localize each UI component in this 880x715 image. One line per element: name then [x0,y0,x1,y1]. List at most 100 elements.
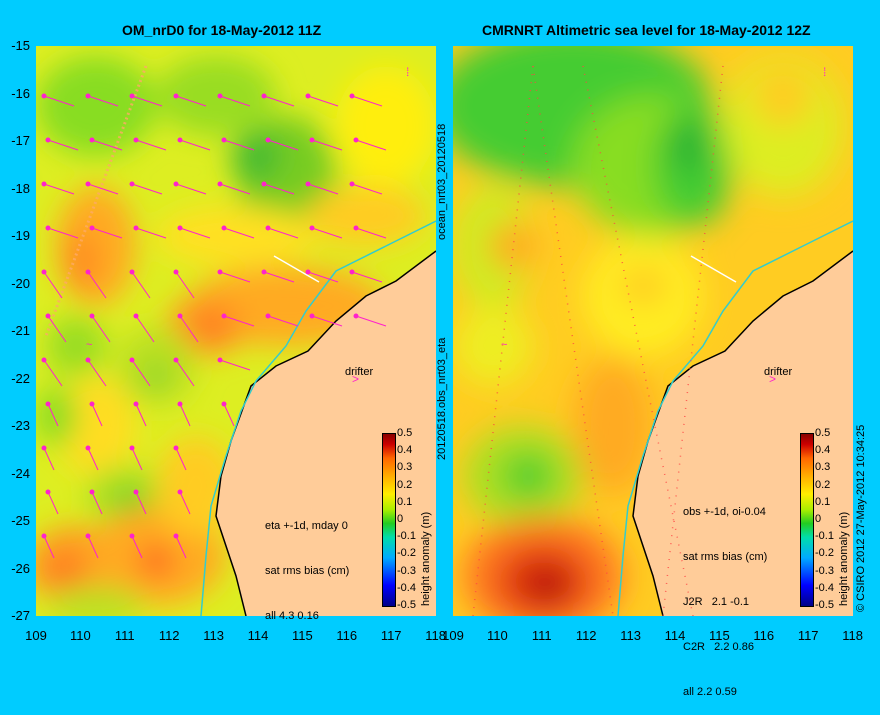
current-vector-arrow [43,95,75,107]
current-vector-head [89,225,95,231]
current-vector-arrow [355,227,387,239]
current-vector-arrow [91,403,103,427]
current-vector-head [173,93,179,99]
current-vector-head [217,269,223,275]
left-colorbar-label: height anomaly (m) [420,511,432,606]
colorbar-tick-label: 0.2 [815,478,831,491]
current-vector-arrow [179,491,191,515]
current-vector-arrow [351,183,383,195]
y-tick-label: -16 [11,85,30,101]
current-vector-head [265,137,271,143]
current-vector-head [129,533,135,539]
drifter-arrow-icon-right: > [769,372,776,386]
colorbar-tick-label: 0.1 [397,495,413,508]
x-tick-label: 113 [203,628,224,643]
current-vector-arrow [87,183,119,195]
current-vector-arrow [223,403,235,427]
current-vector-head [177,137,183,143]
current-vector-head [85,533,91,539]
left-stats-info: eta +-1d, mday 0 sat rms bias (cm) all 4… [265,489,349,639]
current-vector-arrow [43,359,63,387]
current-vector-head [133,225,139,231]
current-vector-arrow [307,271,339,283]
current-vector-arrow [47,227,79,239]
current-vector-head [261,93,267,99]
current-vector-arrow [47,315,67,343]
current-vector-head [89,137,95,143]
y-tick-label: -26 [11,560,30,576]
x-tick-label: 112 [575,628,597,643]
current-vector-arrow [43,535,55,559]
drifter-marker-icon-right: ⁞ [823,65,826,79]
current-vector-head [305,181,311,187]
current-vector-head [217,93,223,99]
current-vector-head [177,401,183,407]
colorbar-tick-label: 0.4 [815,444,831,457]
current-vector-arrow [135,315,155,343]
current-vector-head [41,445,47,451]
current-vector-head [221,401,227,407]
x-tick-label: 117 [797,628,819,643]
colorbar-tick-label: 0 [815,513,822,525]
current-vector-arrow [175,183,207,195]
current-vector-arrow [351,271,383,283]
current-vector-head [41,357,47,363]
current-vector-head [265,313,271,319]
current-vector-arrow [135,403,147,427]
current-vector-head [353,313,359,319]
left-drifter-label: drifter [345,366,374,378]
current-vector-head [45,401,51,407]
x-tick-label: 110 [487,628,508,643]
x-tick-label: 109 [25,628,47,643]
y-tick-label: -23 [11,418,30,433]
colorbar-tick-label: 0.2 [397,478,413,491]
left-map-svg: ⁞ > ~ [36,46,436,616]
x-tick-label: 112 [158,628,180,643]
current-vector-head [45,313,51,319]
current-vector-arrow [87,271,107,299]
current-vector-arrow [131,359,151,387]
current-vector-head [133,137,139,143]
current-vector-head [349,269,355,275]
current-vector-head [309,313,315,319]
current-vector-head [177,313,183,319]
left-info-line: all 4.3 0.16 [265,610,319,622]
current-vector-head [41,181,47,187]
x-tick-label: 115 [292,628,313,643]
current-vector-head [89,489,95,495]
colorbar-tick-label: -0.5 [815,599,834,611]
current-vector-arrow [91,315,111,343]
current-vector-head [129,269,135,275]
current-vector-arrow [223,139,255,151]
x-tick-label: 113 [620,628,641,643]
y-tick-label: -25 [11,513,30,528]
current-vector-arrow [263,95,295,107]
current-vector-arrow [47,139,79,151]
current-vector-arrow [91,491,103,515]
right-map-title: CMRNRT Altimetric sea level for 18-May-2… [482,22,811,38]
x-tick-label: 116 [753,628,775,643]
current-vector-arrow [43,271,63,299]
colorbar-tick-label: 0.3 [815,461,831,474]
current-vector-arrow [43,447,55,471]
colorbar-tick-label: 0 [397,513,404,525]
current-vector-arrow [179,403,191,427]
current-vector-arrow [263,271,295,283]
current-vectors [41,93,387,559]
left-colorbar [382,433,396,607]
current-vector-arrow [267,227,299,239]
right-colorbar [800,433,814,607]
drifter-arrow-icon: > [352,372,359,386]
middle-label-bottom: 20120518.obs_nrt03_eta [436,337,448,460]
left-info-line: eta +-1d, mday 0 [265,520,348,532]
current-vector-head [45,225,51,231]
current-vector-head [41,533,47,539]
colorbar-tick-label: 0.3 [397,461,413,474]
colorbar-tick-label: -0.4 [815,581,834,594]
current-vector-head [89,313,95,319]
current-vector-head [129,181,135,187]
current-vector-arrow [131,535,143,559]
colorbar-tick-label: -0.1 [815,530,834,543]
colorbar-tick-label: 0.5 [815,427,831,439]
y-tick-label: -21 [11,323,30,338]
